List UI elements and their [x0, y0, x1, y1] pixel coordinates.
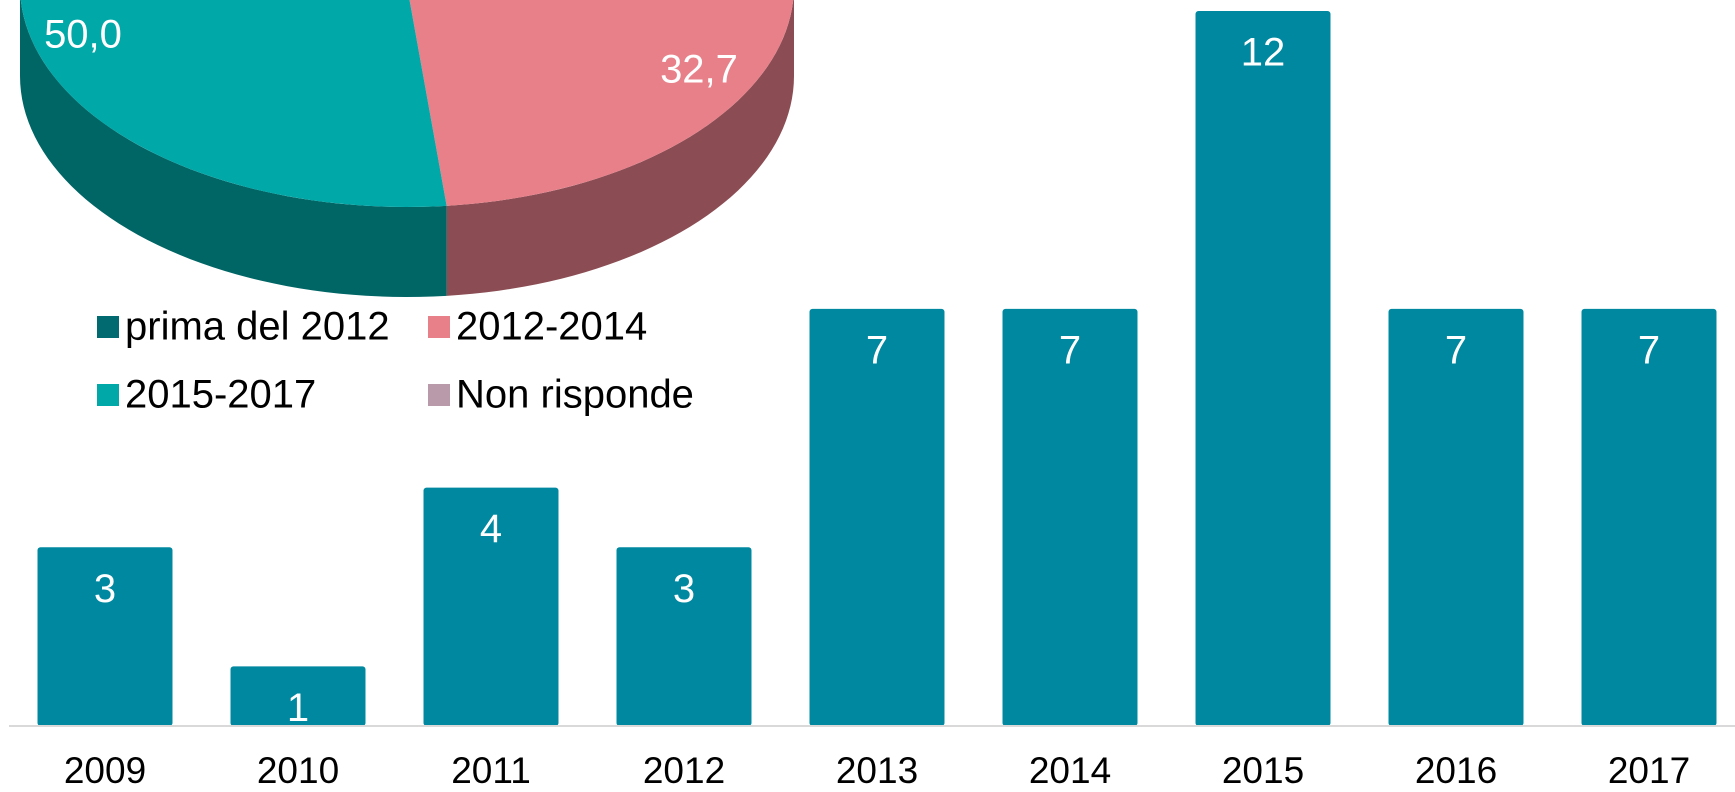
legend-label: Non risponde [456, 373, 694, 417]
legend-swatch [97, 316, 119, 338]
bar [1195, 11, 1331, 726]
bar [616, 547, 752, 726]
pie-slice [409, 0, 794, 206]
pie-label: 50,0 [44, 13, 122, 57]
value-label: 1 [287, 686, 309, 730]
bar [1002, 308, 1138, 726]
x-tick-label: 2013 [836, 750, 918, 791]
value-label: 7 [1059, 328, 1081, 372]
value-label: 3 [94, 567, 116, 611]
x-tick-label: 2012 [643, 750, 725, 791]
x-tick-label: 2009 [64, 750, 146, 791]
bar [230, 666, 366, 726]
legend-label: 2012-2014 [456, 305, 647, 349]
value-label: 3 [673, 567, 695, 611]
x-tick-label: 2010 [257, 750, 339, 791]
x-tick-label: 2011 [451, 750, 531, 791]
x-tick-label: 2015 [1222, 750, 1304, 791]
bar [423, 487, 559, 726]
bar [1388, 308, 1524, 726]
legend-label: 2015-2017 [125, 373, 316, 417]
bar [37, 547, 173, 726]
legend-label: prima del 2012 [125, 305, 390, 349]
value-label: 4 [480, 507, 502, 551]
x-tick-label: 2016 [1415, 750, 1497, 791]
pie-side [446, 0, 794, 296]
legend-swatch [97, 384, 119, 406]
legend-swatch [428, 384, 450, 406]
bar [809, 308, 945, 726]
pie-side [20, 0, 447, 297]
value-label: 7 [1638, 328, 1660, 372]
value-label: 12 [1241, 31, 1286, 75]
legend-swatch [428, 316, 450, 338]
x-tick-label: 2014 [1029, 750, 1111, 791]
pie-label: 32,7 [660, 48, 738, 92]
bar [1581, 308, 1717, 726]
value-label: 7 [866, 328, 888, 372]
value-label: 7 [1445, 328, 1467, 372]
pie-slice [20, 0, 447, 207]
x-tick-label: 2017 [1608, 750, 1690, 791]
